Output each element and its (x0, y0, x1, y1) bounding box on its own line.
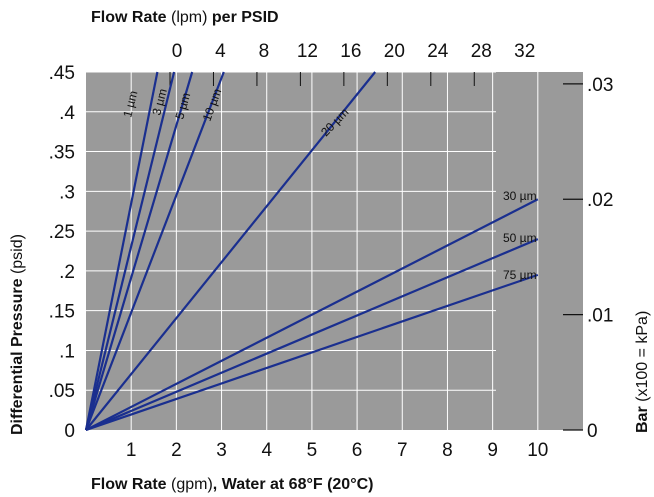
top-tick-label: 12 (297, 41, 318, 62)
series-lines (84, 71, 539, 432)
y-tick-label: .25 (49, 222, 75, 243)
series-line (84, 71, 176, 431)
x-tick-label: 8 (442, 440, 453, 461)
x-tick-label: 1 (126, 440, 137, 461)
bottom-axis-title: Flow Rate (gpm), Water at 68°F (20°C) (91, 476, 373, 493)
x-tick-label: 2 (171, 440, 182, 461)
series-line (84, 71, 225, 431)
grid (86, 71, 539, 430)
x-tick-label: 9 (487, 440, 498, 461)
right-tick-label: .02 (587, 190, 613, 211)
top-tick-label: 4 (215, 41, 226, 62)
x-tick-label: 6 (352, 440, 363, 461)
y-tick-label: .3 (59, 182, 75, 203)
x-tick-label: 3 (216, 440, 227, 461)
x-tick-label: 10 (527, 440, 548, 461)
y-tick-label: .4 (59, 103, 75, 124)
right-tick-label: .03 (587, 75, 613, 96)
series-line (85, 273, 539, 432)
top-tick-label: 24 (427, 41, 449, 62)
series-label: 75 µm (503, 268, 537, 282)
right-axis-title: Bar (x100 = kPa) (634, 311, 651, 433)
right-tick-label: .01 (587, 306, 613, 327)
left-axis-title: Differential Pressure (psid) (9, 234, 26, 435)
top-tick-label: 8 (259, 41, 270, 62)
y-tick-label: .2 (59, 262, 75, 283)
x-tick-label: 4 (261, 440, 272, 461)
x-tick-label: 5 (307, 440, 318, 461)
top-tick-label: 32 (514, 41, 535, 62)
x-tick-label: 7 (397, 440, 408, 461)
top-axis-ticks (169, 72, 475, 86)
y-tick-label: .45 (49, 63, 75, 84)
series-line (85, 238, 539, 432)
y-tick-label: .1 (59, 341, 75, 362)
top-axis-title: Flow Rate (lpm) per PSID (91, 9, 279, 26)
top-tick-label: 16 (340, 41, 361, 62)
series-label: 3 µm (149, 87, 169, 117)
series-label: 1 µm (120, 89, 140, 119)
right-axis-ticks (563, 83, 583, 431)
series-line (84, 71, 159, 431)
plot-background (86, 72, 583, 430)
top-tick-label: 28 (471, 41, 492, 62)
axis-tick-labels: 1 2 3 4 5 6 7 8 9 100.05.1.15.2.25.3.35.4.450 4 8 12… (49, 41, 614, 461)
series-line (85, 71, 377, 431)
y-tick-label: .05 (49, 381, 75, 402)
series-label: 30 µm (503, 189, 537, 203)
right-tick-label: 0 (587, 421, 598, 442)
top-tick-label: 20 (384, 41, 405, 62)
series-label: 50 µm (503, 231, 537, 245)
y-tick-label: .15 (49, 302, 75, 323)
series-line (85, 198, 539, 431)
series-line (84, 71, 194, 431)
y-tick-label: .35 (49, 143, 75, 164)
y-tick-label: 0 (64, 421, 75, 442)
top-tick-label: 0 (172, 41, 183, 62)
